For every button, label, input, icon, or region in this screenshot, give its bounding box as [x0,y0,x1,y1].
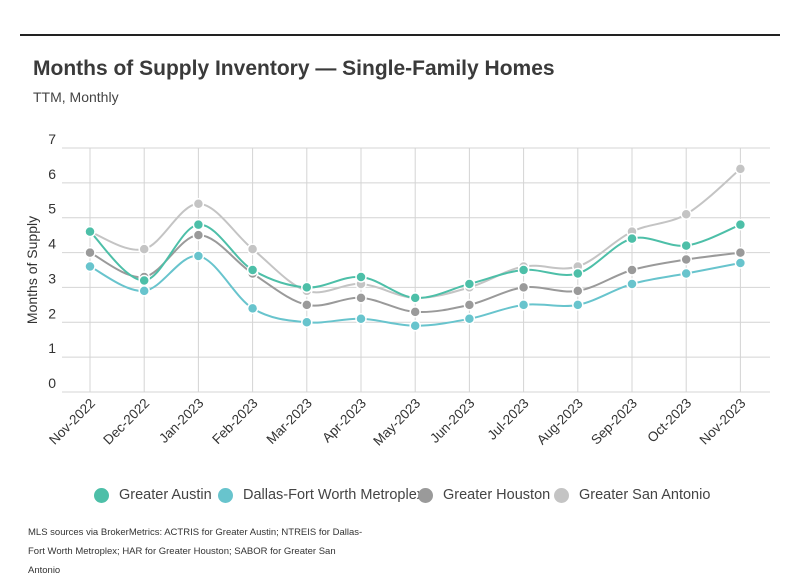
y-tick-label: 2 [48,305,56,321]
x-tick-label: Aug-2023 [534,396,586,448]
point-greater-san-antonio [734,163,747,175]
source-footnote: MLS sources via BrokerMetrics: ACTRIS fo… [28,527,363,576]
point-greater-austin [246,264,259,276]
point-greater-austin [84,225,96,238]
point-greater-houston [517,281,530,294]
point-dallas-fort-worth-metroplex [734,257,747,269]
legend-label: Greater Houston [443,487,551,503]
point-dallas-fort-worth-metroplex [84,260,96,273]
x-tick-label: Oct-2023 [644,396,694,446]
top-rule [20,34,780,36]
y-tick-label: 7 [48,131,56,147]
point-greater-san-antonio [138,243,150,255]
legend: Greater Austin Dallas-Fort Worth Metrople… [0,483,799,507]
point-greater-houston [626,264,638,276]
point-dallas-fort-worth-metroplex [301,316,313,329]
point-greater-austin [355,271,367,283]
x-tick-label: Apr-2023 [319,396,369,446]
x-tick-label: May-2023 [370,396,423,449]
legend-marker [94,487,109,503]
x-tick-label: Nov-2023 [697,396,749,448]
point-dallas-fort-worth-metroplex [246,302,259,315]
legend-label: Greater Austin [119,487,212,503]
x-tick-label: Nov-2022 [46,396,98,448]
point-greater-austin [409,292,421,304]
y-tick-labels: 0 1 2 3 4 5 6 7 [48,131,56,391]
point-greater-houston [572,285,584,297]
point-greater-houston [355,292,367,304]
point-greater-houston [301,299,313,311]
point-dallas-fort-worth-metroplex [192,250,205,262]
chart-subtitle: TTM, Monthly [33,89,119,105]
x-tick-label: Jun-2023 [427,396,477,446]
point-dallas-fort-worth-metroplex [517,299,530,311]
legend-item: Greater Houston [418,483,550,507]
x-tick-label: Mar-2023 [263,396,314,447]
point-greater-austin [517,264,530,276]
y-tick-label: 5 [48,201,56,217]
y-axis-label: Months of Supply [24,216,40,324]
point-dallas-fort-worth-metroplex [680,267,692,280]
grid-lines [62,147,770,393]
point-dallas-fort-worth-metroplex [355,313,367,325]
point-greater-houston [409,306,421,318]
legend-marker [554,487,569,503]
legend-item: Dallas-Fort Worth Metroplex [218,483,424,507]
chart-title: Months of Supply Inventory — Single-Fami… [33,57,555,80]
point-greater-houston [84,246,96,259]
point-dallas-fort-worth-metroplex [138,285,150,297]
point-greater-austin [463,278,476,290]
line-chart: 0 1 2 3 4 5 6 7 Nov-2022 Dec-2022 Jan-2023 Feb-202… [24,131,770,449]
x-tick-label: Jul-2023 [484,396,531,443]
point-greater-austin [192,218,205,231]
legend-label: Dallas-Fort Worth Metroplex [243,487,425,503]
legend-item: Greater Austin [94,483,212,507]
x-tick-label: Jan-2023 [156,396,206,446]
point-dallas-fort-worth-metroplex [409,320,421,332]
legend-marker [218,487,233,503]
y-tick-label: 3 [48,270,56,286]
x-tick-label: Sep-2023 [588,396,640,448]
x-tick-labels: Nov-2022 Dec-2022 Jan-2023 Feb-2023 Mar-2023… [46,396,748,449]
point-greater-austin [734,218,747,231]
y-tick-label: 6 [48,166,56,182]
point-greater-austin [572,267,584,280]
x-tick-label: Dec-2022 [100,396,152,448]
point-greater-austin [301,281,313,294]
x-tick-label: Feb-2023 [209,396,260,447]
point-greater-san-antonio [192,198,205,210]
legend-item: Greater San Antonio [554,483,710,507]
point-greater-austin [680,239,692,252]
point-greater-houston [463,299,476,311]
legend-marker [418,487,433,503]
point-greater-austin [626,232,638,245]
series-points [84,163,747,332]
point-dallas-fort-worth-metroplex [463,313,476,325]
y-tick-label: 1 [48,340,56,356]
point-greater-houston [680,253,692,266]
point-dallas-fort-worth-metroplex [626,278,638,290]
point-dallas-fort-worth-metroplex [572,299,584,311]
point-greater-san-antonio [680,208,692,220]
point-greater-san-antonio [246,243,259,255]
point-greater-houston [734,246,747,259]
point-greater-austin [138,274,150,287]
y-tick-label: 0 [48,375,56,391]
legend-label: Greater San Antonio [579,487,711,503]
y-tick-label: 4 [48,236,56,252]
point-greater-houston [192,229,205,241]
